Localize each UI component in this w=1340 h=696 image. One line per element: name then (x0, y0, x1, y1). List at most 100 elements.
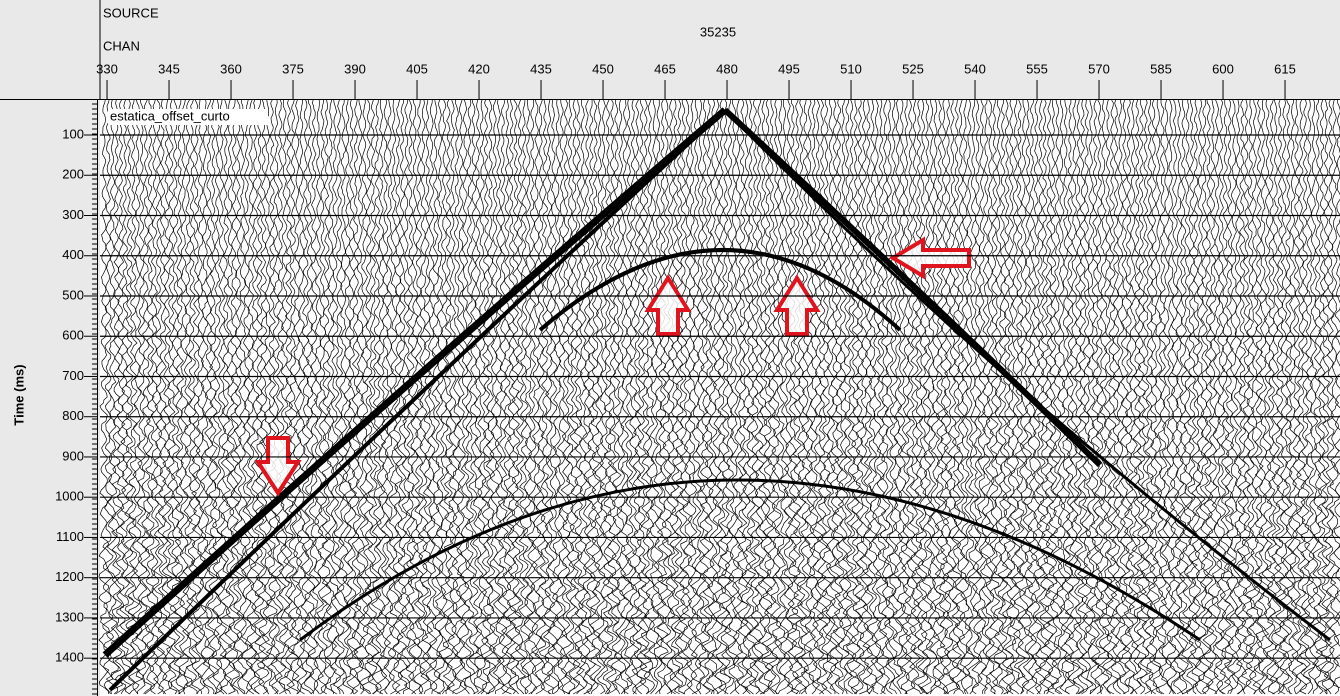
wiggle (769, 99, 783, 695)
wiggle (1265, 99, 1279, 695)
wiggle (1320, 99, 1333, 695)
wiggle (178, 99, 190, 695)
wiggle (942, 99, 954, 695)
wiggle (677, 99, 690, 695)
wiggle (472, 99, 485, 695)
wiggle (216, 99, 227, 695)
wiggle (820, 99, 833, 695)
wiggle (1231, 99, 1244, 695)
wiggle (278, 99, 291, 695)
wiggle (329, 99, 341, 695)
y-tick-label: 500 (62, 287, 84, 302)
wiggle (1030, 99, 1043, 695)
wiggle (420, 99, 434, 695)
wiggle (1206, 99, 1219, 695)
x-tick-label: 465 (654, 61, 676, 76)
wiggle (572, 99, 585, 695)
wiggle (244, 99, 258, 695)
x-tick-label: 405 (406, 61, 428, 76)
annotation-box (108, 109, 268, 125)
wiggle (324, 99, 338, 695)
wiggle (291, 99, 303, 695)
wiggle (286, 99, 300, 695)
wiggle (463, 99, 476, 695)
wiggle (468, 99, 479, 695)
wiggle (1004, 99, 1017, 695)
wiggle (884, 99, 895, 695)
wiggle (832, 99, 845, 695)
wiggle (710, 99, 724, 695)
wiggle (316, 99, 329, 695)
wiggle (605, 99, 619, 695)
wiggle (1198, 99, 1211, 695)
wiggle (791, 99, 804, 695)
wiggle (748, 99, 761, 695)
wiggle (429, 99, 443, 695)
wiggle (946, 99, 959, 695)
wiggle (399, 99, 412, 695)
wiggle (980, 99, 992, 695)
wiggle (1017, 100, 1030, 695)
y-axis-label: Time (ms) (11, 364, 26, 425)
wiggle (1329, 99, 1340, 695)
wiggle (1227, 99, 1240, 695)
wiggle (681, 99, 694, 695)
wiggle (551, 99, 564, 695)
wiggle (1144, 99, 1156, 695)
wiggle (148, 99, 161, 695)
wiggle (1089, 99, 1101, 695)
wiggle (903, 99, 917, 695)
wiggle (185, 99, 199, 695)
reflection (538, 248, 902, 332)
wiggle (1181, 99, 1194, 695)
wiggle (1211, 99, 1223, 695)
wiggle (593, 99, 606, 695)
reflection-deep (299, 478, 1201, 642)
wiggle (375, 99, 388, 695)
x-tick-label: 420 (468, 61, 490, 76)
wiggle (232, 99, 245, 695)
wiggle (976, 99, 988, 695)
wiggle (1244, 99, 1257, 695)
wiggle (799, 99, 813, 695)
wiggle (312, 99, 325, 695)
wiggle (1071, 99, 1085, 695)
wiggle (1256, 99, 1270, 695)
wiggle (698, 99, 711, 695)
y-tick-label: 1100 (56, 529, 84, 544)
wiggle (950, 99, 963, 695)
wiggle (842, 99, 855, 695)
wiggle (686, 99, 698, 695)
wiggle (718, 99, 732, 695)
plot-area (100, 100, 1340, 696)
wiggle (971, 99, 984, 695)
wiggle (438, 99, 451, 695)
wiggle (521, 99, 535, 695)
wiggle (446, 99, 458, 695)
wiggle (283, 99, 296, 695)
wiggle (1114, 100, 1127, 695)
wiggle (1067, 99, 1081, 695)
wiggle (568, 99, 581, 695)
y-tick-label: 600 (62, 328, 84, 343)
wiggle (584, 100, 598, 695)
y-tick-label: 1200 (55, 569, 84, 584)
wiggle (1165, 99, 1177, 695)
y-tick-label: 1400 (55, 650, 84, 665)
wiggle (706, 99, 719, 695)
wiggle (727, 99, 741, 695)
wiggle (202, 99, 216, 695)
wiggle (660, 99, 673, 695)
wiggle (182, 99, 194, 695)
wiggle (366, 99, 380, 695)
x-tick-label: 585 (1150, 61, 1172, 76)
wiggle (757, 99, 770, 695)
wiggle (1282, 99, 1294, 695)
wiggle (929, 99, 942, 695)
y-tick-label: 800 (62, 408, 84, 423)
wiggle (417, 99, 430, 695)
x-tick-label: 435 (530, 61, 552, 76)
wiggle (1152, 99, 1165, 695)
wiggle (959, 99, 972, 695)
wiggle (580, 99, 593, 695)
